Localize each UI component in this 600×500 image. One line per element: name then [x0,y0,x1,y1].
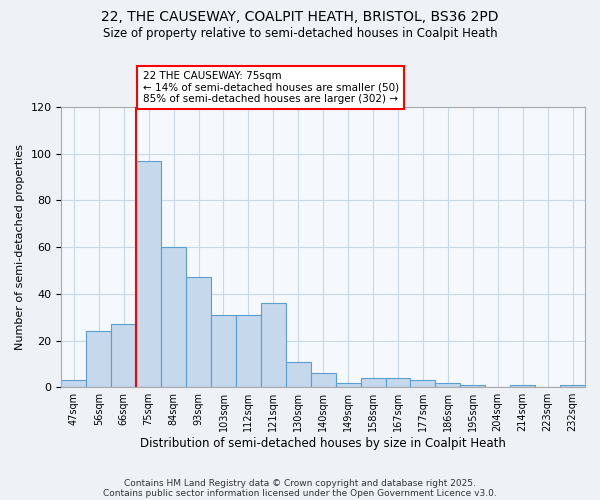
Bar [436,382,460,387]
Bar [261,303,286,387]
Text: Contains HM Land Registry data © Crown copyright and database right 2025.: Contains HM Land Registry data © Crown c… [124,478,476,488]
Bar [61,380,86,387]
Bar [510,385,535,387]
Bar [186,278,211,387]
Bar [560,385,585,387]
Bar [410,380,436,387]
Text: Size of property relative to semi-detached houses in Coalpit Heath: Size of property relative to semi-detach… [103,28,497,40]
Bar [361,378,386,387]
Bar [136,160,161,387]
Text: 22 THE CAUSEWAY: 75sqm
← 14% of semi-detached houses are smaller (50)
85% of sem: 22 THE CAUSEWAY: 75sqm ← 14% of semi-det… [143,71,398,104]
Text: Contains public sector information licensed under the Open Government Licence v3: Contains public sector information licen… [103,488,497,498]
Bar [311,373,335,387]
Bar [161,247,186,387]
X-axis label: Distribution of semi-detached houses by size in Coalpit Heath: Distribution of semi-detached houses by … [140,437,506,450]
Bar [211,315,236,387]
Bar [386,378,410,387]
Bar [335,382,361,387]
Bar [111,324,136,387]
Bar [236,315,261,387]
Text: 22, THE CAUSEWAY, COALPIT HEATH, BRISTOL, BS36 2PD: 22, THE CAUSEWAY, COALPIT HEATH, BRISTOL… [101,10,499,24]
Y-axis label: Number of semi-detached properties: Number of semi-detached properties [15,144,25,350]
Bar [86,331,111,387]
Bar [286,362,311,387]
Bar [460,385,485,387]
